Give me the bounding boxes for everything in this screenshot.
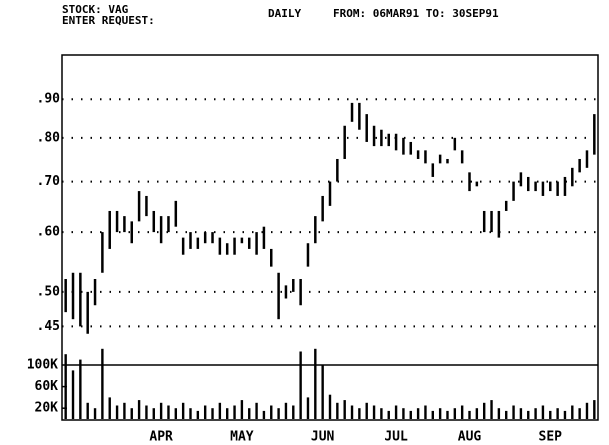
volume-bar bbox=[475, 408, 479, 419]
volume-bar bbox=[527, 410, 530, 419]
volume-bar bbox=[512, 405, 515, 419]
volume-bar bbox=[431, 410, 434, 419]
volume-bar bbox=[218, 402, 222, 419]
volume-bar bbox=[321, 365, 324, 419]
volume-bar bbox=[505, 410, 508, 419]
volume-bar bbox=[255, 402, 258, 419]
volume-bar bbox=[424, 405, 427, 419]
y-tick-label: .90 bbox=[37, 92, 61, 107]
volume-bar bbox=[336, 402, 339, 419]
volume-bar bbox=[71, 370, 75, 419]
volume-bar bbox=[416, 408, 420, 419]
volume-bar bbox=[556, 408, 559, 419]
volume-bar bbox=[446, 410, 449, 419]
volume-bar bbox=[578, 408, 581, 419]
volume-bar bbox=[380, 408, 383, 419]
volume-bar bbox=[86, 402, 89, 419]
volume-bar bbox=[277, 408, 280, 419]
volume-bar bbox=[490, 400, 493, 419]
plot-frame bbox=[61, 54, 599, 421]
volume-bar bbox=[402, 408, 405, 419]
volume-bar bbox=[181, 402, 185, 419]
volume-bar bbox=[123, 402, 126, 419]
volume-bar bbox=[137, 400, 141, 419]
volume-bar bbox=[438, 408, 442, 419]
x-tick-label: MAY bbox=[230, 430, 254, 445]
chart-title: DAILY bbox=[268, 7, 301, 20]
volume-bar bbox=[130, 408, 133, 419]
volume-bar bbox=[519, 408, 523, 419]
volume-bar bbox=[571, 405, 574, 419]
y2-tick-label: 100K bbox=[27, 358, 58, 373]
volume-bar bbox=[328, 394, 332, 419]
stock-label: STOCK: VAG bbox=[62, 3, 129, 16]
volume-bar bbox=[79, 359, 82, 419]
volume-bar bbox=[482, 402, 486, 419]
volume-bar bbox=[365, 402, 368, 419]
x-tick-label: AUG bbox=[458, 430, 482, 445]
prompt-label: ENTER REQUEST: bbox=[62, 14, 155, 27]
volume-bar bbox=[468, 410, 471, 419]
volume-bar bbox=[394, 405, 398, 419]
volume-bar bbox=[299, 351, 302, 419]
volume-bar bbox=[306, 397, 310, 419]
x-tick-label: JUL bbox=[384, 430, 408, 445]
y-tick-label: .70 bbox=[37, 174, 61, 189]
y2-tick-label: 60K bbox=[35, 379, 59, 394]
volume-bar bbox=[292, 405, 295, 419]
volume-bar bbox=[115, 405, 119, 419]
volume-bar bbox=[226, 408, 229, 419]
volume-bar bbox=[248, 408, 251, 419]
volume-bar bbox=[240, 400, 244, 419]
volume-bar bbox=[211, 408, 214, 419]
volume-bar bbox=[563, 410, 567, 419]
volume-bar bbox=[387, 410, 390, 419]
volume-bar bbox=[167, 405, 170, 419]
y-tick-label: .45 bbox=[37, 319, 60, 334]
y-tick-label: .80 bbox=[37, 130, 61, 145]
y2-tick-label: 20K bbox=[35, 401, 59, 416]
volume-bar bbox=[314, 348, 317, 419]
volume-bar bbox=[196, 410, 200, 419]
volume-bar bbox=[585, 402, 589, 419]
volume-bar bbox=[350, 405, 354, 419]
volume-bar bbox=[189, 408, 192, 419]
volume-bar bbox=[159, 402, 163, 419]
volume-bar bbox=[460, 405, 464, 419]
volume-bar bbox=[145, 405, 148, 419]
volume-bar bbox=[409, 410, 412, 419]
volume-bar bbox=[203, 405, 207, 419]
volume-bar bbox=[453, 408, 457, 419]
volume-bar bbox=[534, 408, 537, 419]
volume-bar bbox=[593, 400, 596, 419]
volume-bar bbox=[284, 402, 288, 419]
volume-bar bbox=[174, 408, 178, 419]
volume-bar bbox=[101, 348, 104, 419]
volume-bar bbox=[270, 405, 273, 419]
volume-bar bbox=[64, 354, 67, 419]
y-tick-label: .60 bbox=[37, 225, 61, 240]
date-range: FROM: 06MAR91 TO: 30SEP91 bbox=[333, 7, 499, 20]
x-tick-label: APR bbox=[149, 430, 173, 445]
volume-bar bbox=[152, 408, 155, 419]
volume-bar bbox=[343, 400, 346, 419]
y-tick-label: .50 bbox=[37, 284, 61, 299]
volume-bar bbox=[497, 408, 501, 419]
volume-bar bbox=[372, 405, 376, 419]
volume-bar bbox=[358, 408, 361, 419]
volume-bar bbox=[233, 405, 236, 419]
volume-bar bbox=[108, 397, 111, 419]
volume-bar bbox=[262, 410, 266, 419]
x-tick-label: SEP bbox=[539, 430, 563, 445]
volume-bar bbox=[541, 405, 545, 419]
volume-bar bbox=[93, 408, 97, 419]
volume-bar bbox=[549, 410, 552, 419]
x-tick-label: JUN bbox=[311, 430, 335, 445]
